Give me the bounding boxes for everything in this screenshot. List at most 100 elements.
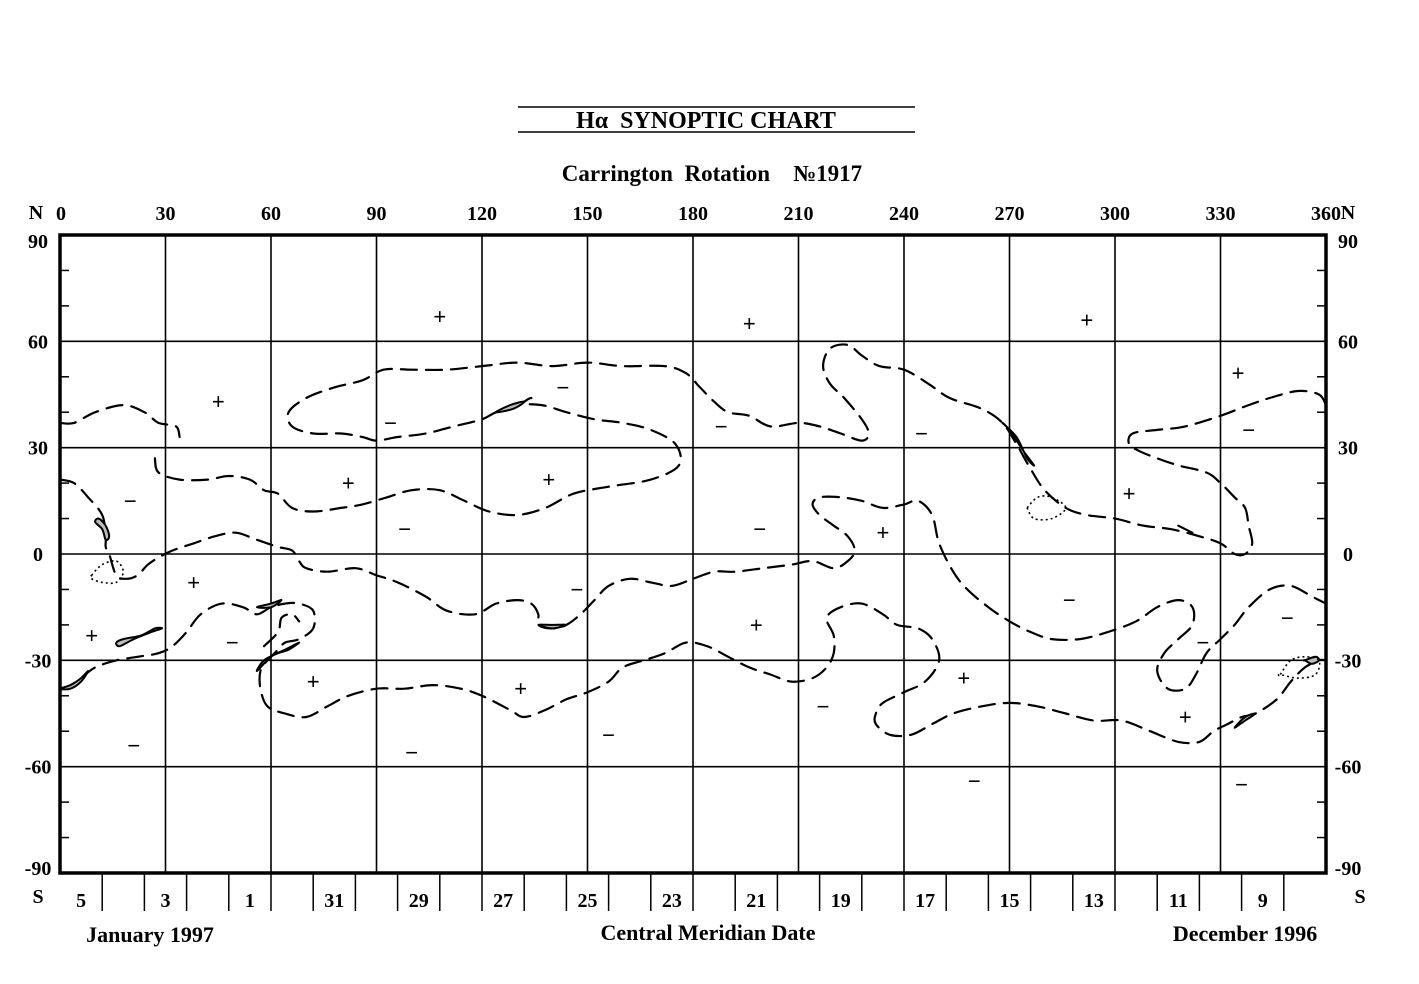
positive-polarity-marker: + bbox=[1123, 481, 1136, 506]
x-tick-label: 330 bbox=[1206, 203, 1236, 225]
neutral-line bbox=[58, 478, 1328, 692]
filament bbox=[255, 599, 283, 609]
filament bbox=[115, 626, 164, 648]
dotted-region bbox=[89, 560, 125, 585]
y-tick-label-right: 0 bbox=[1343, 544, 1353, 566]
filament bbox=[255, 641, 301, 673]
date-tick-label: 11 bbox=[1169, 890, 1188, 912]
positive-polarity-marker: + bbox=[957, 666, 970, 691]
positive-polarity-marker: + bbox=[876, 520, 889, 545]
date-tick-label: 9 bbox=[1258, 890, 1268, 912]
y-tick-label-right: -60 bbox=[1335, 757, 1362, 779]
negative-polarity-marker: − bbox=[1063, 588, 1076, 613]
y-tick-label-left: 30 bbox=[28, 438, 48, 460]
dotted-regions bbox=[89, 495, 1321, 679]
x-tick-label: 0 bbox=[56, 203, 66, 225]
negative-polarity-marker: − bbox=[556, 375, 569, 400]
polarity-markers: + + + + + + + + + + + + + + + + − − − − − − − − − − − − − − − − − − − bbox=[85, 304, 1294, 797]
pole-south-left: S bbox=[32, 886, 43, 908]
date-tick-label: 27 bbox=[493, 890, 513, 912]
pole-north-left: N bbox=[29, 202, 44, 224]
date-tick-label: 15 bbox=[1000, 890, 1020, 912]
negative-polarity-marker: − bbox=[715, 414, 728, 439]
negative-polarity-marker: − bbox=[398, 517, 411, 542]
negative-polarity-marker: − bbox=[753, 517, 766, 542]
positive-polarity-marker: + bbox=[187, 570, 200, 595]
negative-polarity-marker: − bbox=[602, 722, 615, 747]
negative-polarity-marker: − bbox=[915, 421, 928, 446]
date-tick-label: 5 bbox=[76, 890, 86, 912]
date-tick-label: 1 bbox=[245, 890, 255, 912]
positive-polarity-marker: + bbox=[1080, 308, 1093, 333]
x-tick-label: 120 bbox=[467, 203, 497, 225]
y-tick-label-left: 90 bbox=[28, 231, 48, 253]
filament bbox=[94, 517, 111, 542]
y-tick-label-left: -60 bbox=[25, 757, 52, 779]
negative-polarity-marker: − bbox=[571, 577, 584, 602]
positive-polarity-marker: + bbox=[1232, 361, 1245, 386]
positive-polarity-marker: + bbox=[542, 467, 555, 492]
x-tick-label: 240 bbox=[889, 203, 919, 225]
date-tick-label: 25 bbox=[578, 890, 598, 912]
filament bbox=[495, 400, 526, 414]
date-left-label: January 1997 bbox=[86, 922, 214, 947]
filaments bbox=[58, 400, 1321, 729]
neutral-line bbox=[262, 613, 301, 648]
x-tick-label: 270 bbox=[995, 203, 1025, 225]
positive-polarity-marker: + bbox=[433, 304, 446, 329]
dotted-region bbox=[1025, 495, 1067, 521]
pole-south-right: S bbox=[1354, 886, 1365, 908]
chart-subtitle: Carrington Rotation №1917 bbox=[562, 161, 862, 186]
positive-polarity-marker: + bbox=[1179, 705, 1192, 730]
negative-polarity-marker: − bbox=[124, 488, 137, 513]
negative-polarity-marker: − bbox=[1196, 630, 1209, 655]
positive-polarity-marker: + bbox=[307, 669, 320, 694]
negative-polarity-marker: − bbox=[405, 740, 418, 765]
negative-polarity-marker: − bbox=[1281, 605, 1294, 630]
y-tick-label-left: 0 bbox=[33, 544, 43, 566]
y-tick-label-left: -90 bbox=[25, 858, 52, 880]
neutral-line bbox=[153, 343, 1328, 557]
y-tick-label-right: 90 bbox=[1338, 231, 1358, 253]
positive-polarity-marker: + bbox=[743, 311, 756, 336]
filament bbox=[1177, 524, 1194, 534]
y-tick-label-left: 60 bbox=[28, 331, 48, 353]
filament bbox=[58, 669, 90, 691]
negative-polarity-marker: − bbox=[226, 630, 239, 655]
negative-polarity-marker: − bbox=[817, 694, 830, 719]
date-tick-label: 19 bbox=[831, 890, 851, 912]
date-tick-label: 31 bbox=[324, 890, 344, 912]
neutral-line bbox=[58, 404, 181, 439]
negative-polarity-marker: − bbox=[968, 768, 981, 793]
y-tick-label-right: -30 bbox=[1335, 650, 1362, 672]
positive-polarity-marker: + bbox=[85, 623, 98, 648]
y-tick-label-right: 30 bbox=[1338, 438, 1358, 460]
filament bbox=[1233, 712, 1257, 729]
neutral-line bbox=[58, 601, 1328, 745]
date-tick-label: 3 bbox=[161, 890, 171, 912]
x-tick-label: 90 bbox=[367, 203, 387, 225]
date-tick-label: 23 bbox=[662, 890, 682, 912]
plot-frame bbox=[58, 233, 1328, 875]
negative-polarity-marker: − bbox=[1242, 417, 1255, 442]
x-tick-label: 180 bbox=[678, 203, 708, 225]
filament bbox=[1001, 421, 1036, 467]
negative-polarity-marker: − bbox=[127, 733, 140, 758]
date-tick-label: 17 bbox=[915, 890, 935, 912]
positive-polarity-marker: + bbox=[342, 471, 355, 496]
date-tick-label: 29 bbox=[409, 890, 429, 912]
pole-north-right: N bbox=[1341, 202, 1356, 224]
date-tick-label: 13 bbox=[1084, 890, 1104, 912]
x-tick-label: 360 bbox=[1311, 203, 1341, 225]
y-tick-label-left: -30 bbox=[25, 650, 52, 672]
filament bbox=[1302, 655, 1321, 665]
y-tick-label-right: 60 bbox=[1338, 331, 1358, 353]
x-tick-label: 60 bbox=[261, 203, 281, 225]
x-tick-label: 30 bbox=[156, 203, 176, 225]
x-axis-label: Central Meridian Date bbox=[600, 920, 815, 945]
chart-title: Hα SYNOPTIC CHART bbox=[576, 108, 836, 134]
negative-polarity-marker: − bbox=[384, 410, 397, 435]
filament bbox=[537, 623, 568, 630]
positive-polarity-marker: + bbox=[514, 676, 527, 701]
